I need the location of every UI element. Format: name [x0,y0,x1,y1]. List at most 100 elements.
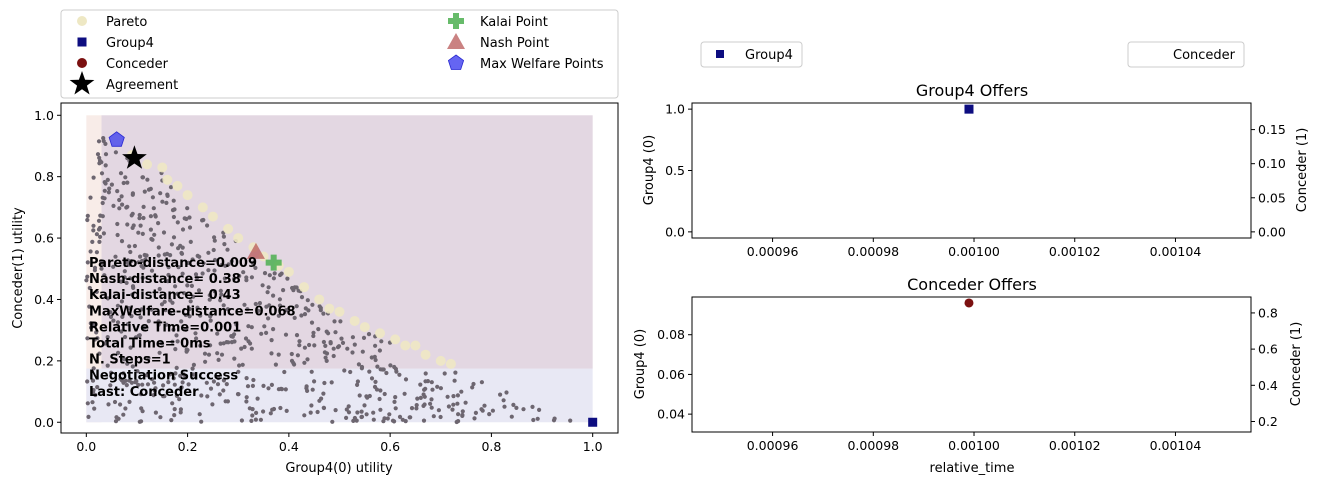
outcome-point [168,310,173,315]
y-tick-label: 1.0 [665,102,685,117]
outcome-cloud [84,136,573,425]
outcome-point [451,402,456,407]
outcome-point [350,350,355,355]
outcome-point [204,380,209,385]
outcome-point [302,345,307,350]
outcome-point [171,214,176,220]
outcome-point [166,380,171,385]
outcome-point [409,406,415,411]
outcome-point [165,279,170,284]
x-tick-label: 0.00100 [948,438,1000,453]
outcome-point [202,351,208,356]
outcome-point [212,289,217,294]
outcome-point [186,382,191,387]
outcome-point [285,276,290,281]
conceder-offers-plot: Conceder Offers 0.00096 0.00098 0.00100 0.0… [633,275,1304,476]
outcome-point [153,386,158,391]
outcome-point [118,171,124,176]
outcome-point [361,335,367,340]
x-tick-label: 0.00096 [747,438,799,453]
outcome-point [537,407,542,412]
outcome-point [270,407,275,412]
outcome-point [95,385,100,390]
outcome-point [191,362,196,367]
outcome-point [385,416,390,421]
outcome-point [127,399,132,404]
outcome-point [279,387,284,392]
outcome-point [369,376,375,381]
outcome-point [138,254,143,259]
outcome-point [308,410,313,415]
outcome-point [96,218,102,223]
outcome-point [105,363,110,368]
x-tick-label: 0.00104 [1150,438,1202,453]
pareto-point [334,306,345,317]
outcome-point [153,214,158,219]
region-group4-reserved [86,368,593,423]
outcome-point [438,414,443,420]
outcome-point [140,175,145,180]
y-right-tick-label: 0.4 [1258,378,1278,393]
outcome-point [91,223,96,228]
outcome-point [207,293,212,298]
conceder-offers-title: Conceder Offers [907,275,1037,294]
outcome-point [317,398,322,403]
outcome-point [171,198,176,203]
outcome-point [136,333,141,338]
outcome-point [418,395,423,400]
group4-legend: Group4 [700,41,803,68]
outcome-point [235,392,241,397]
max-welfare-point [108,131,125,147]
outcome-point [91,389,96,394]
outcome-point [140,275,145,280]
outcome-point [98,234,103,239]
outcome-point [568,418,573,423]
outcome-point [140,231,145,236]
outcome-point [125,260,130,265]
outcome-point [85,213,90,218]
outcome-point [151,206,156,211]
outcome-point [157,350,162,355]
outcome-point [145,177,150,182]
pareto-point [157,162,168,173]
outcome-point [198,343,203,348]
outcome-point [232,356,237,361]
outcome-point [284,408,289,413]
pareto-point [400,340,411,351]
outcome-point [276,313,281,318]
outcome-point [225,294,230,300]
pareto-point [233,233,244,244]
group4-offers-plot: Group4 Offers 0.00096 0.00098 0.00100 0.001… [642,81,1310,259]
pareto-point [324,303,335,314]
outcome-point [139,307,144,312]
outcome-point [188,299,193,304]
outcome-point [111,203,116,208]
outcome-point [107,186,112,191]
outcome-point [87,304,92,309]
conceder-legend: Conceder [1127,41,1245,68]
outcome-point [269,338,274,343]
outcome-point [161,394,166,399]
y-tick-label: 0.0 [665,224,685,239]
outcome-point [229,259,234,264]
outcome-point [250,413,255,418]
outcome-point [180,227,186,232]
outcome-point [94,330,99,335]
outcome-point [128,276,133,281]
outcome-point [191,294,196,299]
outcome-point [94,250,99,255]
outcome-point [179,319,184,324]
outcome-point [190,366,195,371]
outcome-point [96,139,102,144]
outcome-point [248,341,253,346]
outcome-point [359,364,365,370]
outcome-point [442,371,447,376]
outcome-point [237,273,242,279]
y-right-tick-label: 0.05 [1258,190,1286,205]
outcome-point [225,307,230,312]
outcome-point [130,191,135,196]
outcome-point [90,400,95,405]
outcome-point [206,250,211,255]
outcome-point [131,223,136,228]
outcome-point [167,372,173,377]
